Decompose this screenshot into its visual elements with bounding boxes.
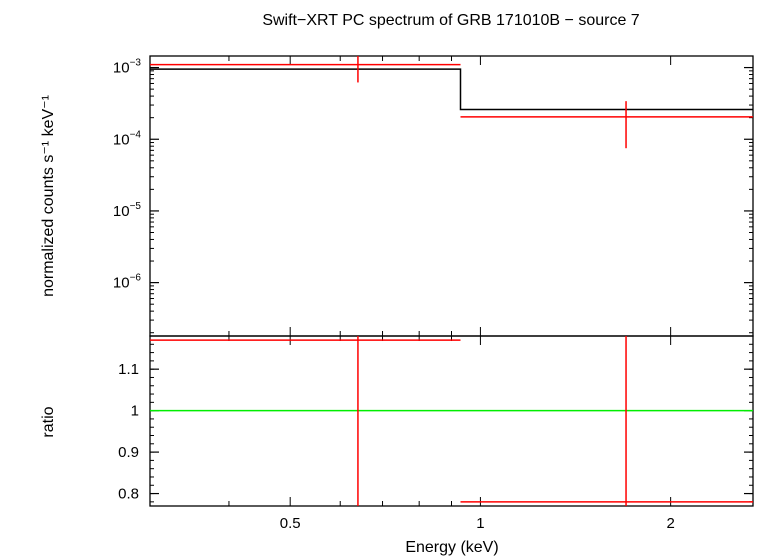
ratio-panel: 0.8 0.9 1 1.1 <box>118 335 754 507</box>
x-tick-label: 1 <box>476 515 484 532</box>
x-tick-label: 2 <box>666 515 674 532</box>
y-tick-label: 10−4 <box>113 129 142 148</box>
spectrum-panel: 10−3 10−4 10−5 10−6 <box>113 55 754 337</box>
model-step-line <box>150 68 753 111</box>
y-tick-label: 10−3 <box>113 58 142 77</box>
y-tick-label: 10−6 <box>113 273 142 292</box>
plot-frame <box>149 335 754 507</box>
y-tick-label: 0.8 <box>118 486 139 503</box>
y-tick-label: 1 <box>131 403 139 420</box>
y-tick-label: 1.1 <box>118 361 139 378</box>
y-axis-label-spectrum: normalized counts s⁻¹ keV⁻¹ <box>40 95 57 297</box>
plot-frame <box>149 55 754 337</box>
chart-title: Swift−XRT PC spectrum of GRB 171010B − s… <box>262 12 639 29</box>
x-tick-label: 0.5 <box>280 515 301 532</box>
y-axis-label-ratio: ratio <box>40 406 57 437</box>
x-axis-ticks: 0.5 1 2 <box>280 515 675 532</box>
x-axis-label: Energy (keV) <box>405 539 498 556</box>
y-tick-label: 0.9 <box>118 444 139 461</box>
y-tick-label: 10−5 <box>113 201 142 220</box>
